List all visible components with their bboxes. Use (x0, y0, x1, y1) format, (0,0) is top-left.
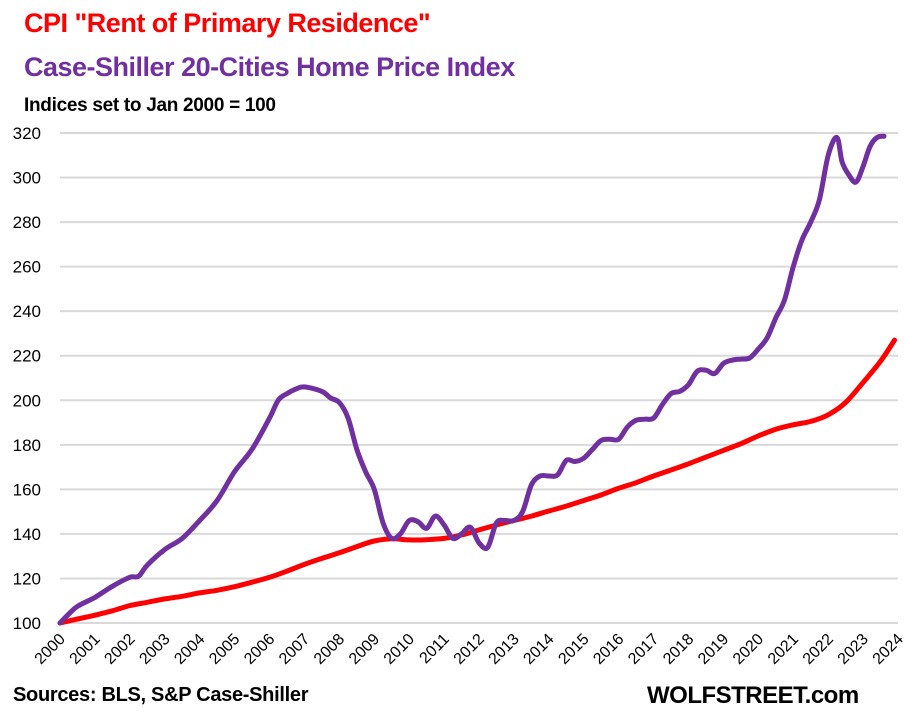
x-tick-label: 2006 (241, 631, 278, 668)
x-tick-label: 2011 (417, 631, 453, 667)
y-tick-label: 220 (13, 347, 41, 366)
x-tick-label: 2019 (695, 631, 732, 668)
x-axis-ticks: 2000200120022003200420052006200720082009… (32, 631, 905, 668)
x-tick-label: 2012 (451, 631, 488, 668)
y-axis-ticks: 100 120 140 160 180 200 220 240 260 280 300 320 (13, 124, 41, 633)
y-tick-label: 320 (13, 124, 41, 143)
x-tick-label: 2001 (67, 631, 104, 668)
series-line-case-shiller (57, 133, 887, 626)
x-tick-label: 2023 (835, 631, 872, 668)
x-tick-label: 2007 (276, 631, 313, 668)
x-tick-label: 2018 (660, 631, 697, 668)
x-tick-label: 2008 (311, 631, 348, 668)
chart-note: Indices set to Jan 2000 = 100 (24, 95, 276, 116)
x-tick-label: 2021 (765, 631, 802, 668)
series-lines (57, 133, 897, 626)
y-tick-label: 160 (13, 480, 41, 499)
y-tick-label: 200 (13, 391, 41, 410)
x-tick-label: 2022 (800, 631, 837, 668)
chart-subtitle: Case-Shiller 20-Cities Home Price Index (24, 52, 515, 82)
x-tick-label: 2024 (870, 631, 905, 668)
x-tick-label: 2004 (171, 631, 208, 668)
y-tick-label: 140 (13, 525, 41, 544)
x-tick-label: 2005 (206, 631, 243, 668)
gridlines (60, 132, 898, 624)
x-tick-label: 2009 (346, 631, 383, 668)
x-tick-label: 2014 (520, 631, 557, 668)
y-tick-label: 180 (13, 436, 41, 455)
x-tick-label: 2017 (625, 631, 662, 668)
y-tick-label: 260 (13, 258, 41, 277)
x-tick-label: 2016 (590, 631, 627, 668)
x-tick-label: 2010 (381, 631, 418, 668)
y-tick-label: 300 (13, 169, 41, 188)
x-tick-label: 2003 (136, 631, 173, 668)
series-line-cpi-rent (57, 337, 897, 626)
y-tick-label: 240 (13, 302, 41, 321)
x-tick-label: 2000 (32, 631, 69, 668)
x-tick-label: 2013 (486, 631, 523, 668)
y-tick-label: 120 (13, 569, 41, 588)
source-note: Sources: BLS, S&P Case-Shiller (13, 684, 309, 706)
x-tick-label: 2020 (730, 631, 767, 668)
x-tick-label: 2015 (555, 631, 592, 668)
chart-title: CPI "Rent of Primary Residence" (24, 8, 431, 38)
brand-label: WOLFSTREET.com (647, 682, 859, 709)
y-tick-label: 280 (13, 213, 41, 232)
x-tick-label: 2002 (101, 631, 138, 668)
y-tick-label: 100 (13, 614, 41, 633)
